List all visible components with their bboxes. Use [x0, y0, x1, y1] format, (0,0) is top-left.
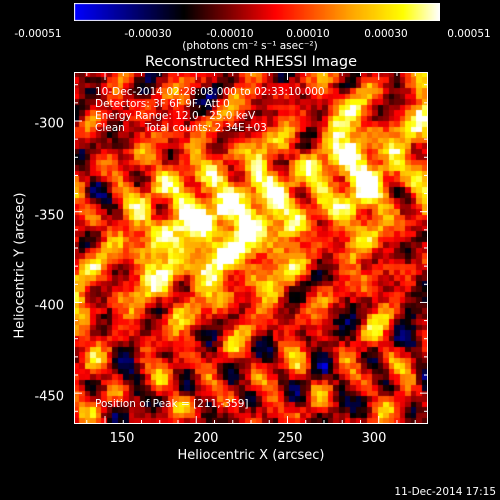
colorbar-tick: -0.00030 — [124, 28, 172, 40]
colorbar-units: (photons cm⁻² s⁻¹ asec⁻²) — [182, 40, 318, 52]
x-tick-label: 200 — [193, 431, 219, 446]
y-tick-label: -300 — [34, 116, 64, 132]
annotation-time-range: 10-Dec-2014 02:28:08.000 to 02:33:10.000 — [95, 86, 325, 98]
colorbar-tick: -0.00010 — [206, 28, 254, 40]
annotation-peak-position: Position of Peak = [211,-359] — [95, 398, 249, 410]
heatmap-image — [74, 72, 428, 424]
annotation-detectors: Detectors: 3F 6F 9F, Att 0 — [95, 98, 230, 110]
y-axis-label: Heliocentric Y (arcsec) — [12, 192, 28, 339]
annotation-energy-range: Energy Range: 12.0 - 25.0 keV — [95, 110, 256, 122]
annotation-total-counts: Clean Total counts: 2.34E+03 — [95, 122, 267, 134]
colorbar-tick: -0.00051 — [14, 28, 62, 40]
footer-timestamp: 11-Dec-2014 17:15 — [394, 486, 496, 498]
x-axis-label: Heliocentric X (arcsec) — [177, 448, 325, 463]
colorbar-tick: 0.00030 — [364, 28, 408, 40]
x-tick-label: 250 — [277, 431, 303, 446]
x-tick-label: 150 — [109, 431, 135, 446]
colorbar-tick: 0.00051 — [447, 28, 491, 40]
y-tick-label: -400 — [34, 298, 64, 314]
x-tick-label: 300 — [361, 431, 387, 446]
colorbar-tick: 0.00010 — [286, 28, 330, 40]
colorbar — [74, 3, 440, 21]
y-tick-label: -450 — [34, 389, 64, 405]
chart-title: Reconstructed RHESSI Image — [144, 54, 357, 70]
y-tick-label: -350 — [34, 208, 64, 224]
